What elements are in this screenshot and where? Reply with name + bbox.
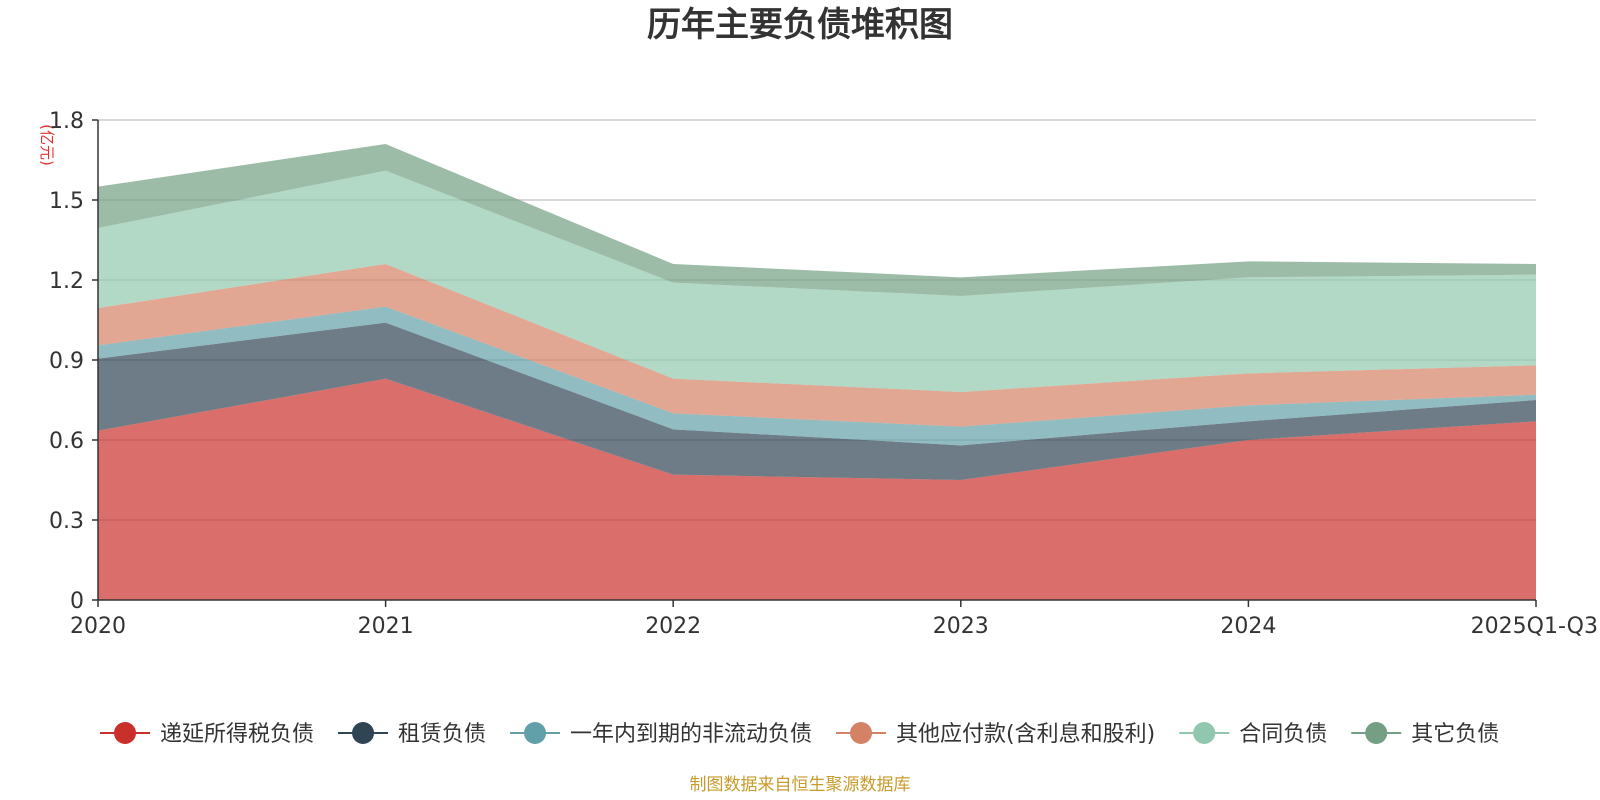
y-tick-label: 1.5: [49, 189, 84, 214]
legend-label: 租赁负债: [398, 722, 486, 747]
x-tick-label: 2021: [358, 614, 414, 639]
legend-item-4[interactable]: 其他应付款(含利息和股利): [836, 722, 1155, 747]
legend: 递延所得税负债 租赁负债 一年内到期的非流动负债 其他应付款(含利息和股利) 合同负债 其…: [100, 722, 1499, 747]
legend-label: 递延所得税负债: [160, 722, 314, 747]
y-tick-label: 1.2: [49, 269, 84, 294]
area-series-1[interactable]: [98, 378, 1536, 600]
chart-title: 历年主要负债堆积图: [647, 5, 953, 45]
area-series-4[interactable]: [98, 264, 1536, 427]
legend-marker: [1193, 722, 1216, 744]
legend-label: 其它负债: [1411, 722, 1499, 747]
legend-label: 一年内到期的非流动负债: [570, 722, 812, 747]
data-source-note: 制图数据来自恒生聚源数据库: [690, 775, 911, 795]
y-tick-label: 0.3: [49, 509, 84, 534]
y-tick-label: 0.9: [49, 349, 84, 374]
legend-marker: [1365, 722, 1388, 744]
legend-item-5[interactable]: 合同负债: [1179, 722, 1327, 747]
axes: 0 0.3 0.6 0.9 1.2 1.5 1.8 2020 2021 2022 2023 2024 2…: [49, 109, 1598, 639]
x-tick-label: 2024: [1220, 614, 1276, 639]
y-tick-label: 0.6: [49, 429, 84, 454]
area-series-2[interactable]: [98, 322, 1536, 480]
legend-marker: [352, 722, 375, 744]
area-series-group: [98, 144, 1536, 600]
legend-item-2[interactable]: 租赁负债: [338, 722, 486, 747]
y-axis-unit-label: (亿元): [38, 124, 56, 166]
legend-marker: [114, 722, 136, 744]
area-series-6[interactable]: [98, 144, 1536, 296]
y-tick-label: 0: [70, 589, 84, 614]
legend-item-3[interactable]: 一年内到期的非流动负债: [510, 722, 812, 747]
legend-label: 其他应付款(含利息和股利): [896, 722, 1155, 747]
x-tick-label: 2023: [933, 614, 989, 639]
legend-label: 合同负债: [1239, 722, 1327, 747]
x-tick-label: 2025Q1-Q3: [1471, 614, 1598, 639]
x-tick-label: 2022: [645, 614, 701, 639]
legend-item-1[interactable]: 递延所得税负债: [100, 722, 314, 747]
y-tick-label: 1.8: [49, 109, 84, 134]
area-series-3[interactable]: [98, 306, 1536, 446]
area-series-5[interactable]: [98, 170, 1536, 392]
x-tick-label: 2020: [70, 614, 126, 639]
legend-marker: [850, 722, 873, 744]
legend-item-6[interactable]: 其它负债: [1351, 722, 1499, 747]
legend-marker: [524, 722, 547, 744]
